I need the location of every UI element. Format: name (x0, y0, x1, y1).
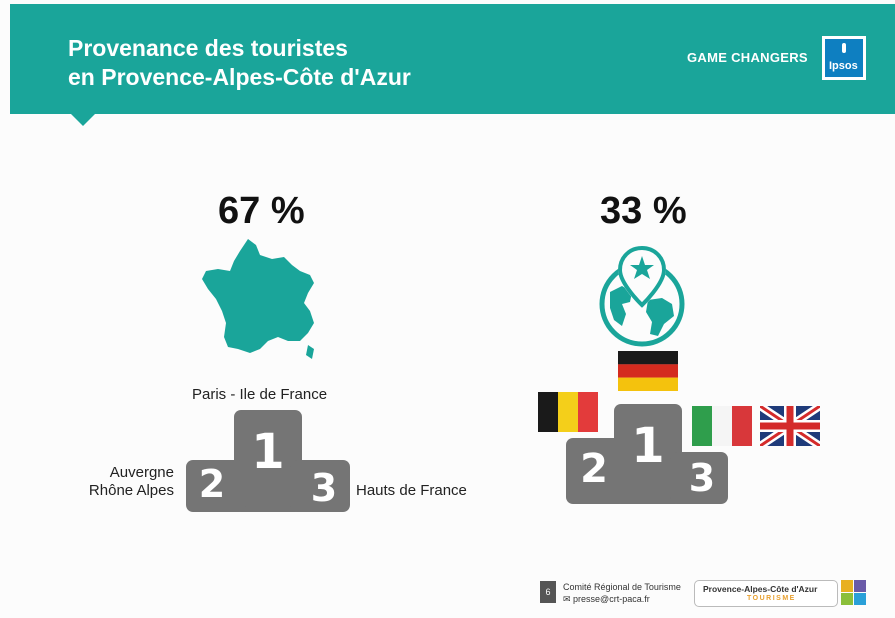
left-podium: 1 2 3 (186, 410, 350, 512)
podium-step-third (670, 452, 728, 504)
title-line-2: en Provence-Alpes-Côte d'Azur (68, 64, 411, 90)
podium-number-2: 2 (580, 446, 608, 492)
italy-flag (692, 406, 752, 446)
podium-step-second (566, 438, 626, 504)
mail-icon: ✉ (563, 594, 574, 604)
logo-square-blue (854, 593, 866, 605)
second-place-label-line1: Auvergne (109, 464, 174, 481)
logo-square-green (841, 593, 853, 605)
tourism-logo-region: Provence-Alpes-Côte d'Azur (703, 584, 818, 594)
podium-step-third (290, 460, 350, 512)
brand-tagline: GAME CHANGERS (687, 50, 808, 65)
page-number: 6 (540, 581, 556, 603)
header-notch (70, 113, 96, 126)
belgium-flag (538, 392, 598, 432)
podium-number-3: 3 (688, 456, 716, 500)
first-place-label: Paris - Ile de France (192, 386, 328, 403)
germany-flag (618, 351, 678, 391)
footer-contact: Comité Régional de Tourisme ✉ presse@crt… (563, 581, 681, 605)
podium-step-second (186, 460, 246, 512)
tourism-logo-word: TOURISME (747, 595, 796, 602)
title-line-1: Provenance des touristes (68, 35, 348, 61)
third-place-label: Hauts de France (356, 482, 467, 499)
podium-number-1: 1 (251, 424, 285, 480)
header-banner (10, 4, 895, 114)
logo-square-yellow (841, 580, 853, 592)
logo-text: Ipsos (829, 60, 858, 72)
podium-number-3: 3 (310, 466, 338, 510)
logo-square-purple (854, 580, 866, 592)
second-place-label: Auvergne Rhône Alpes (72, 464, 174, 500)
podium-number-1: 1 (631, 418, 665, 474)
united-kingdom-flag (760, 406, 820, 446)
globe-location-icon (599, 245, 685, 347)
tourism-logo: Provence-Alpes-Côte d'Azur TOURISME (694, 580, 838, 607)
footer-org: Comité Régional de Tourisme (563, 582, 681, 592)
ipsos-logo: Ipsos (822, 36, 866, 80)
right-podium: 1 2 3 (566, 404, 728, 504)
france-map-icon (202, 239, 314, 359)
second-place-label-line2: Rhône Alpes (88, 482, 174, 499)
domestic-percent: 67 % (218, 190, 305, 232)
international-percent: 33 % (600, 190, 687, 232)
slide-title: Provenance des touristes en Provence-Alp… (68, 34, 411, 92)
podium-number-2: 2 (198, 462, 226, 506)
footer-email[interactable]: presse@crt-paca.fr (573, 594, 650, 604)
